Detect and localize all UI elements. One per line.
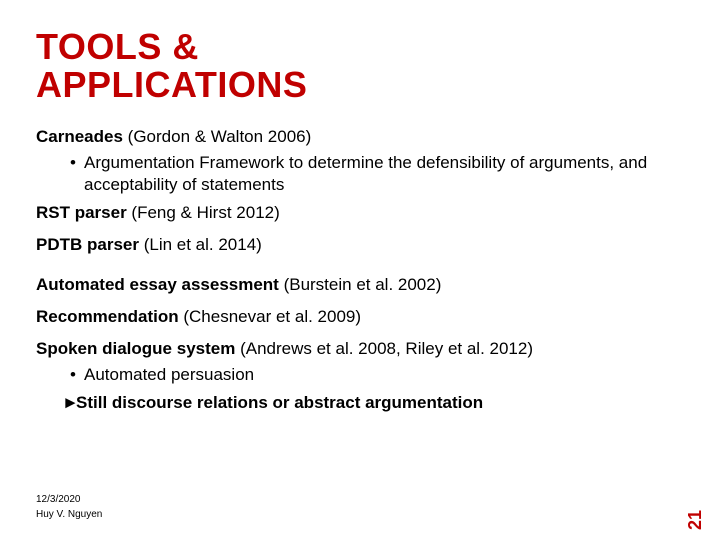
bullet-text: Argumentation Framework to determine the… xyxy=(84,152,684,196)
trailing-rest: (Feng & Hirst 2012) xyxy=(127,203,280,222)
section-head-bold: PDTB parser xyxy=(36,235,139,254)
section-head: PDTB parser (Lin et al. 2014) xyxy=(36,234,684,256)
section-head-rest: (Gordon & Walton 2006) xyxy=(123,127,311,146)
section-head-bold: Recommendation xyxy=(36,307,179,326)
section-head: Carneades (Gordon & Walton 2006) xyxy=(36,126,684,148)
list-item: • Automated persuasion xyxy=(70,364,684,386)
section-head-bold: Automated essay assessment xyxy=(36,275,279,294)
section-head-rest: (Chesnevar et al. 2009) xyxy=(179,307,361,326)
bullet-list: • Argumentation Framework to determine t… xyxy=(36,152,684,196)
bullet-dot-icon: • xyxy=(70,152,84,196)
bullet-dot-icon: • xyxy=(70,364,84,386)
list-item: • Argumentation Framework to determine t… xyxy=(70,152,684,196)
section-head-bold: Spoken dialogue system xyxy=(36,339,235,358)
section-head: Automated essay assessment (Burstein et … xyxy=(36,274,684,296)
section-pdtb: PDTB parser (Lin et al. 2014) xyxy=(36,234,684,256)
page-number: 21 xyxy=(685,510,706,530)
triangle-icon: ► xyxy=(62,392,76,414)
section-head: Recommendation (Chesnevar et al. 2009) xyxy=(36,306,684,328)
triangle-text: Still discourse relations or abstract ar… xyxy=(76,393,483,412)
triangle-line: ►Still discourse relations or abstract a… xyxy=(36,392,684,414)
title-line-2: APPLICATIONS xyxy=(36,64,307,105)
footer: 12/3/2020 Huy V. Nguyen xyxy=(36,492,102,522)
trailing-line: RST parser (Feng & Hirst 2012) xyxy=(36,202,684,224)
section-head-rest: (Lin et al. 2014) xyxy=(139,235,262,254)
section-head-rest: (Andrews et al. 2008, Riley et al. 2012) xyxy=(235,339,533,358)
section-head-bold: Carneades xyxy=(36,127,123,146)
section-essay: Automated essay assessment (Burstein et … xyxy=(36,274,684,296)
slide-title: TOOLS & APPLICATIONS xyxy=(36,28,684,104)
slide-content: Carneades (Gordon & Walton 2006) • Argum… xyxy=(36,126,684,415)
bullet-text: Automated persuasion xyxy=(84,364,254,386)
title-line-1: TOOLS & xyxy=(36,26,199,67)
slide: TOOLS & APPLICATIONS Carneades (Gordon &… xyxy=(0,0,720,540)
footer-author: Huy V. Nguyen xyxy=(36,507,102,522)
section-recommendation: Recommendation (Chesnevar et al. 2009) xyxy=(36,306,684,328)
section-head: Spoken dialogue system (Andrews et al. 2… xyxy=(36,338,684,360)
bullet-list: • Automated persuasion xyxy=(36,364,684,386)
trailing-bold: RST parser xyxy=(36,203,127,222)
section-carneades: Carneades (Gordon & Walton 2006) • Argum… xyxy=(36,126,684,224)
section-head-rest: (Burstein et al. 2002) xyxy=(279,275,442,294)
section-spoken-dialogue: Spoken dialogue system (Andrews et al. 2… xyxy=(36,338,684,414)
footer-date: 12/3/2020 xyxy=(36,492,102,507)
